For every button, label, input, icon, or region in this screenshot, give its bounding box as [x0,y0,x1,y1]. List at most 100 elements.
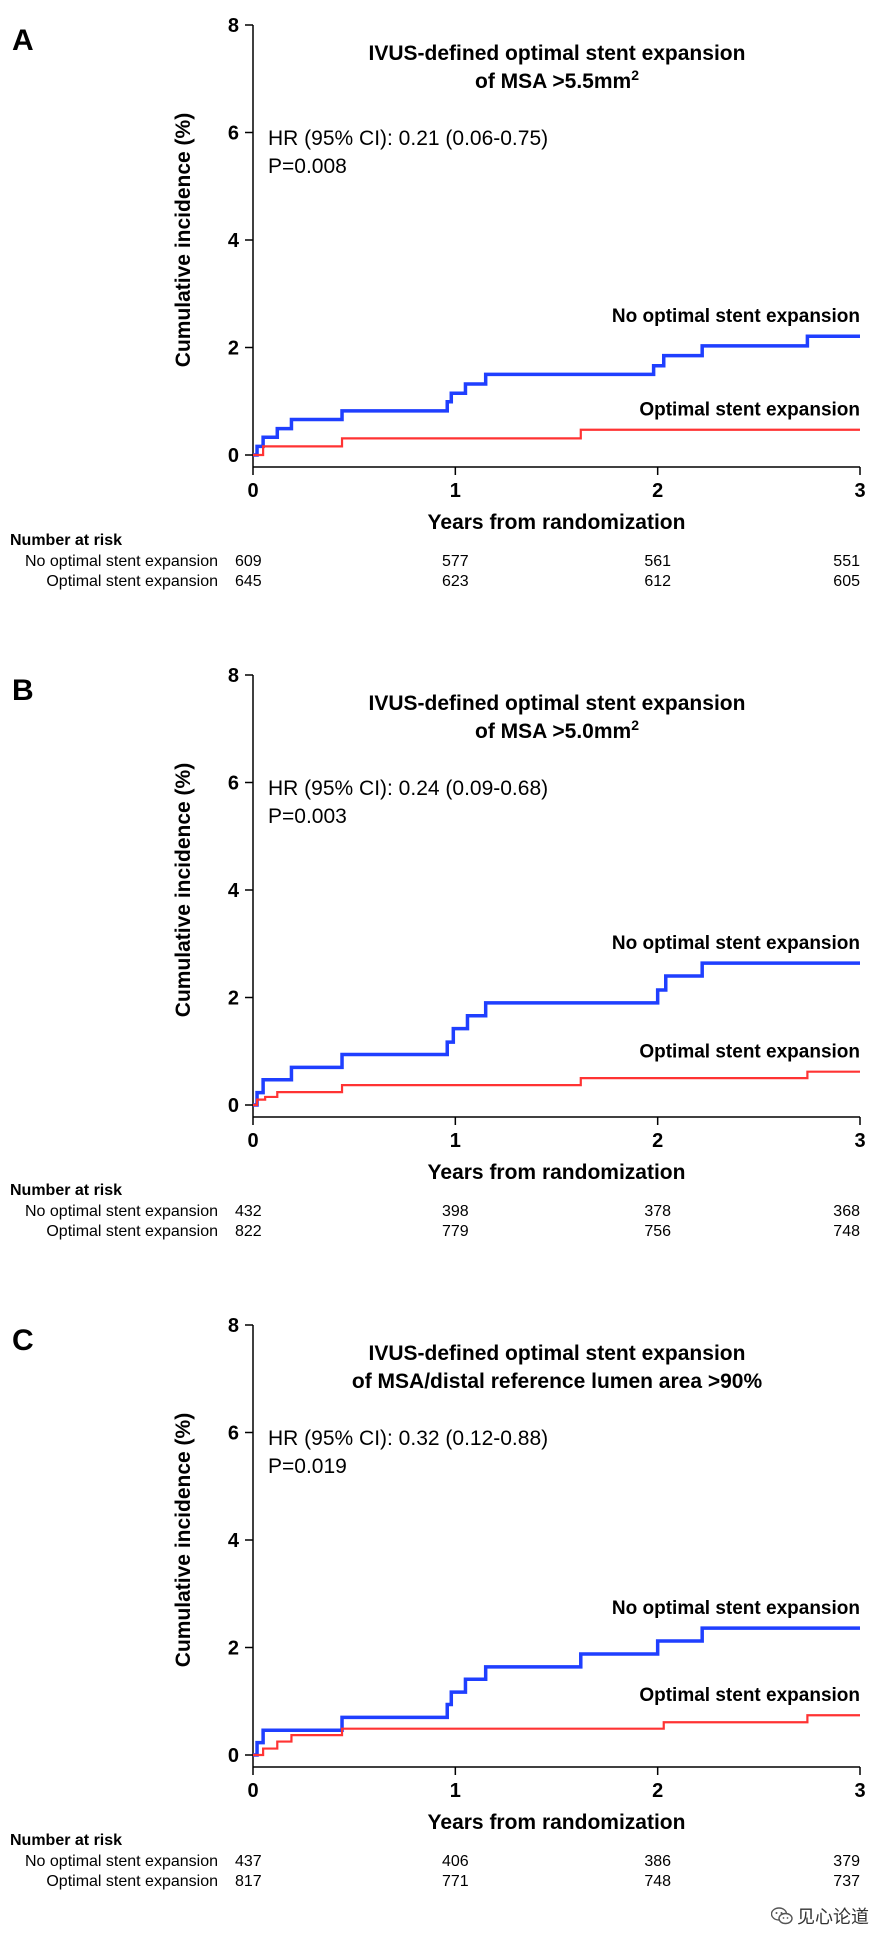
series-no-optimal-line [253,334,860,457]
chart-svg-b: B 0 2 4 6 8 0 1 2 3 Cumulative incidence (%) Years … [10,665,866,1240]
series-optimal-line [253,428,860,457]
x-tick-label: 1 [450,1780,461,1802]
risk-value: 779 [442,1223,469,1240]
x-tick-label: 3 [854,1780,865,1802]
panel-b: B 0 2 4 6 8 0 1 2 3 Cumulative incidence (%) Years … [0,650,883,1300]
x-tick-label: 0 [247,480,258,502]
x-tick-label: 3 [854,1130,865,1152]
hazard-ratio-text: HR (95% CI): 0.32 (0.12-0.88) [268,1427,548,1450]
hazard-ratio-text: HR (95% CI): 0.24 (0.09-0.68) [268,777,548,800]
series-no-optimal-line [253,1626,860,1757]
series-label-optimal: Optimal stent expansion [639,400,860,421]
series-label-optimal: Optimal stent expansion [639,1685,860,1706]
risk-row-label: No optimal stent expansion [25,1853,218,1870]
chart-title-superscript: 2 [631,717,639,733]
p-value-text: P=0.019 [268,1455,347,1478]
panel-label: C [12,1324,34,1357]
risk-row-label: Optimal stent expansion [46,1873,218,1890]
x-tick-label: 1 [450,480,461,502]
risk-value: 406 [442,1853,469,1870]
risk-value: 605 [833,573,860,590]
x-axis-title: Years from randomization [428,511,686,534]
risk-value: 771 [442,1873,469,1890]
series-label-no-optimal: No optimal stent expansion [612,306,860,327]
panel-c: C 0 2 4 6 8 0 1 2 3 Cumulative incidence (%) Years … [0,1300,883,1949]
risk-value: 577 [442,553,469,570]
risk-table-header: Number at risk [10,1182,122,1199]
chart-title-line2: of MSA/distal reference lumen area >90% [352,1370,763,1393]
x-tick-label: 2 [652,1130,663,1152]
risk-table-header: Number at risk [10,1832,122,1849]
panel-a: A 0 2 4 6 8 0 1 2 3 Cumulative incidence (%) Years … [0,0,883,650]
y-tick-label: 4 [228,230,240,252]
p-value-text: P=0.008 [268,155,347,178]
risk-value: 748 [833,1223,860,1240]
risk-value: 437 [235,1853,262,1870]
y-tick-label: 0 [228,1095,239,1117]
risk-value: 379 [833,1853,860,1870]
risk-value: 561 [644,553,671,570]
risk-value: 612 [644,573,671,590]
series-label-optimal: Optimal stent expansion [639,1042,860,1063]
hazard-ratio-text: HR (95% CI): 0.21 (0.06-0.75) [268,127,548,150]
risk-value: 609 [235,553,262,570]
y-axis-title: Cumulative incidence (%) [172,1413,195,1667]
risk-value: 756 [644,1223,671,1240]
y-axis-title: Cumulative incidence (%) [172,763,195,1017]
y-tick-label: 8 [228,15,239,37]
y-tick-label: 6 [228,1423,239,1445]
risk-value: 817 [235,1873,262,1890]
y-tick-label: 8 [228,665,239,687]
risk-value: 378 [644,1203,671,1220]
risk-value: 748 [644,1873,671,1890]
p-value-text: P=0.003 [268,805,347,828]
series-optimal-line [253,1714,860,1757]
risk-value: 737 [833,1873,860,1890]
risk-value: 822 [235,1223,262,1240]
panel-label: A [12,24,34,57]
risk-value: 623 [442,573,469,590]
chart-svg-a: A 0 2 4 6 8 0 1 2 3 Cumulative incidence (%) Years … [10,15,866,590]
chart-svg-c: C 0 2 4 6 8 0 1 2 3 Cumulative incidence (%) Years … [10,1315,866,1890]
x-axis-title: Years from randomization [428,1161,686,1184]
x-axis-title: Years from randomization [428,1811,686,1834]
x-tick-label: 0 [247,1780,258,1802]
x-tick-label: 0 [247,1130,258,1152]
y-tick-label: 2 [228,1638,239,1660]
y-tick-label: 8 [228,1315,239,1337]
panel-label: B [12,674,34,707]
chart-title-line2: of MSA >5.0mm2 [475,717,639,743]
risk-value: 645 [235,573,262,590]
x-tick-label: 2 [652,1780,663,1802]
series-no-optimal-line [253,961,860,1107]
chart-title-line1: IVUS-defined optimal stent expansion [369,692,746,715]
risk-value: 398 [442,1203,469,1220]
chart-title-line2: of MSA >5.5mm2 [475,67,639,93]
risk-value: 432 [235,1203,262,1220]
risk-row-label: Optimal stent expansion [46,573,218,590]
y-tick-label: 4 [228,1530,240,1552]
chart-title-line1: IVUS-defined optimal stent expansion [369,42,746,65]
wechat-icon [771,1907,793,1925]
risk-value: 551 [833,553,860,570]
y-tick-label: 2 [228,988,239,1010]
y-tick-label: 4 [228,880,240,902]
y-axis-title: Cumulative incidence (%) [172,113,195,367]
chart-title-line1: IVUS-defined optimal stent expansion [369,1342,746,1365]
risk-value: 368 [833,1203,860,1220]
series-label-no-optimal: No optimal stent expansion [612,933,860,954]
x-tick-label: 1 [450,1130,461,1152]
chart-title-superscript: 2 [631,67,639,83]
risk-row-label: Optimal stent expansion [46,1223,218,1240]
watermark-text: 见心论道 [797,1907,869,1928]
x-tick-label: 3 [854,480,865,502]
y-tick-label: 2 [228,338,239,360]
y-tick-label: 6 [228,773,239,795]
y-tick-label: 0 [228,445,239,467]
series-optimal-line [253,1070,860,1107]
series-label-no-optimal: No optimal stent expansion [612,1598,860,1619]
watermark: 见心论道 [767,1903,873,1929]
y-tick-label: 6 [228,123,239,145]
risk-value: 386 [644,1853,671,1870]
risk-table-header: Number at risk [10,532,122,549]
